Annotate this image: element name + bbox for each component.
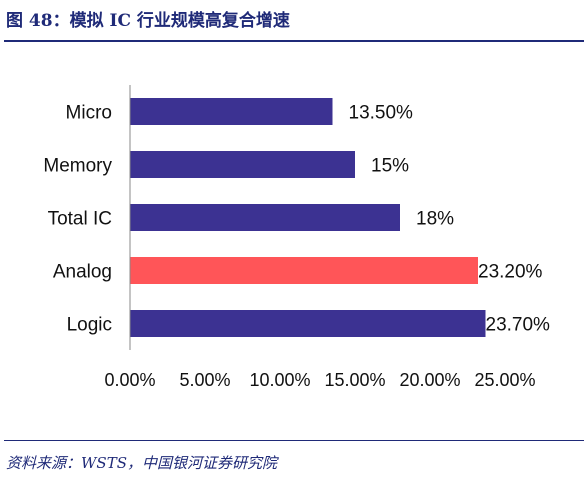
bar-micro <box>130 98 333 125</box>
source-note: 资料来源：WSTS，中国银河证券研究院 <box>6 454 277 472</box>
value-label-logic: 23.70% <box>486 315 551 336</box>
x-tick-label-3: 15.00% <box>324 370 385 390</box>
bar-chart: Micro Memory Total IC Analog Logic 13.50% 15%… <box>43 85 551 390</box>
category-label-total-ic: Total IC <box>48 209 112 230</box>
value-label-total-ic: 18% <box>416 209 454 230</box>
value-label-micro: 13.50% <box>349 103 414 124</box>
figure-title: 图 48：模拟 IC 行业规模高复合增速 <box>6 11 290 31</box>
bar-memory <box>130 151 355 178</box>
x-tick-label-1: 5.00% <box>179 370 230 390</box>
title-rule <box>4 40 584 42</box>
value-label-memory: 15% <box>371 156 409 177</box>
value-labels: 13.50% 15% 18% 23.20% 23.70% <box>349 103 551 336</box>
category-label-analog: Analog <box>53 262 112 283</box>
bar-logic <box>130 310 486 337</box>
category-label-logic: Logic <box>67 315 112 336</box>
category-label-memory: Memory <box>43 156 112 177</box>
bar-total-ic <box>130 204 400 231</box>
source-rule <box>4 440 584 441</box>
value-label-analog: 23.20% <box>478 262 543 283</box>
bar-analog <box>130 257 478 284</box>
category-labels: Micro Memory Total IC Analog Logic <box>43 103 112 336</box>
bar-group <box>130 98 486 337</box>
x-tick-label-0: 0.00% <box>104 370 155 390</box>
x-tick-label-4: 20.00% <box>399 370 460 390</box>
x-tick-label-5: 25.00% <box>474 370 535 390</box>
x-tick-labels: 0.00% 5.00% 10.00% 15.00% 20.00% 25.00% <box>104 370 535 390</box>
x-tick-label-2: 10.00% <box>249 370 310 390</box>
category-label-micro: Micro <box>66 103 112 124</box>
